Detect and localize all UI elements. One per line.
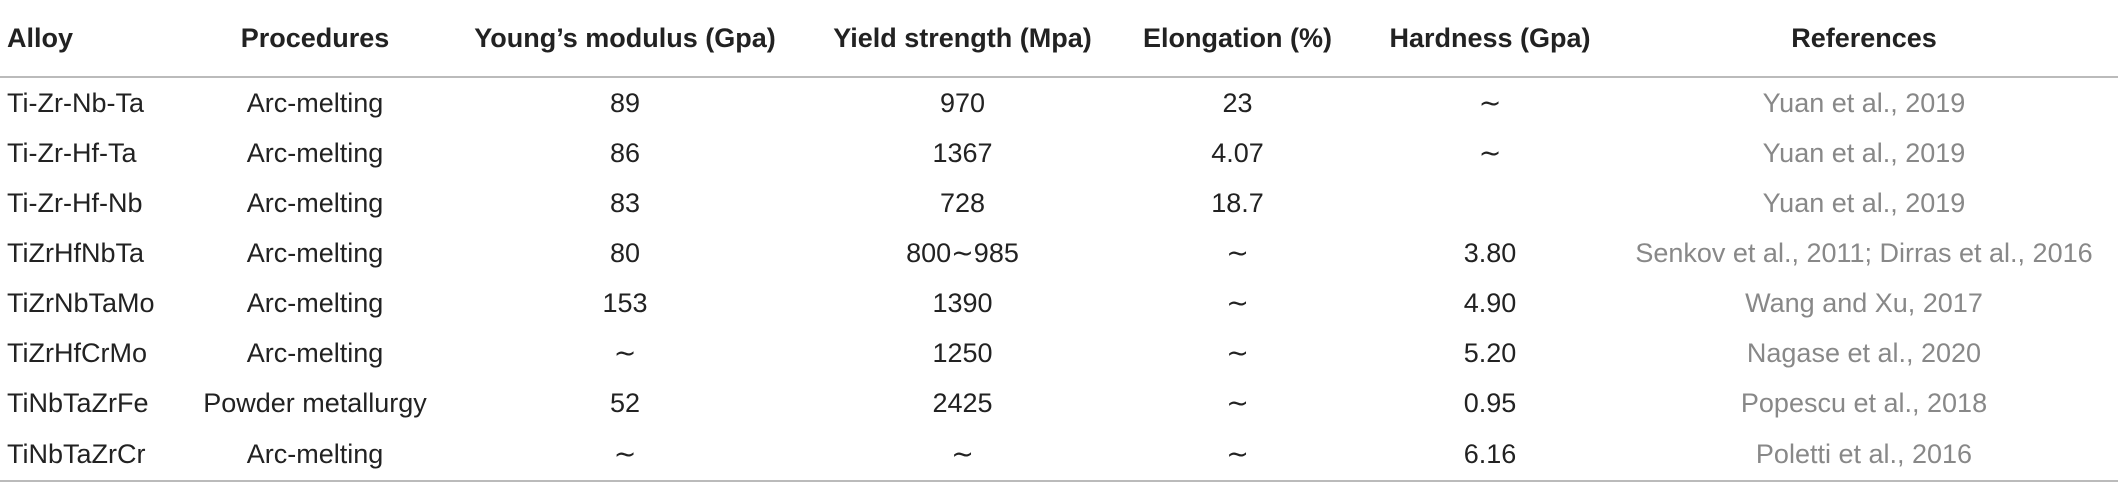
table-cell: TiZrHfNbTa [7,237,145,268]
table-cell: ∼ [1478,137,1502,168]
table-cell: ∼ [613,337,637,368]
table-cell: Ti-Zr-Hf-Nb [7,187,143,218]
table-cell [1370,178,1610,228]
table-row: TiZrNbTaMo Arc-melting 153 1390 ∼ 4.90 Wang an… [0,278,2118,328]
table-cell: 18.7 [1211,187,1264,218]
table-cell: 728 [939,187,986,218]
table-row: TiNbTaZrFe Powder metallurgy 52 2425 ∼ 0.95 Po… [0,378,2118,428]
reference-cell[interactable]: Yuan et al., 2019 [1762,87,1966,118]
table-cell: 89 [609,87,641,118]
table-cell: 153 [602,287,648,318]
table-cell: 4.07 [1211,137,1264,168]
table-cell: ∼ [1478,87,1502,118]
reference-cell[interactable]: Senkov et al., 2011; Dirras et al., 2016 [1635,237,2093,268]
table-cell: Ti-Zr-Hf-Ta [7,137,137,168]
table-cell: TiNbTaZrFe [7,387,149,418]
table-cell: Arc-melting [200,428,430,482]
table-cell: Ti-Zr-Nb-Ta [7,87,144,118]
reference-cell[interactable]: Poletti et al., 2016 [1610,428,2118,482]
table-cell: Arc-melting [246,287,384,318]
table-cell: 2425 [932,387,993,418]
table-row: Ti-Zr-Hf-Ta Arc-melting 86 1367 4.07 ∼ Yuan et… [0,128,2118,178]
table-body: Ti-Zr-Nb-Ta Arc-melting 89 970 23 ∼ Yuan et al… [0,77,2118,482]
table-row: TiNbTaZrCr Arc-melting ∼ ∼ ∼ 6.16 Poletti et a… [0,428,2118,482]
table-cell: Arc-melting [246,137,384,168]
reference-cell[interactable]: Yuan et al., 2019 [1762,187,1966,218]
table-cell: Arc-melting [246,87,384,118]
table-row: TiZrHfNbTa Arc-melting 80 800∼985 ∼ 3.80 Senko… [0,228,2118,278]
table-cell: Arc-melting [246,337,384,368]
table-cell: 86 [609,137,641,168]
table-cell: 1390 [932,287,993,318]
header-cell: Procedures [200,0,430,78]
table-row: TiZrHfCrMo Arc-melting ∼ 1250 ∼ 5.20 Nagase et… [0,328,2118,378]
table-cell: 83 [609,187,641,218]
reference-cell[interactable]: Wang and Xu, 2017 [1745,287,1983,318]
table-cell: 970 [939,87,986,118]
table-cell: Powder metallurgy [203,387,427,418]
table-cell: 4.90 [1463,287,1517,318]
table-cell: TiZrHfCrMo [7,337,147,368]
table-cell: 23 [1222,87,1253,118]
table-cell: 0.95 [1463,387,1517,418]
header-cell: Hardness (Gpa) [1370,0,1610,78]
table-row: Ti-Zr-Nb-Ta Arc-melting 89 970 23 ∼ Yuan et al… [0,77,2118,128]
header-cell: Elongation (%) [1105,0,1370,78]
table-cell: 1250 [932,337,993,368]
table-header: Alloy Procedures Young’s modulus (Gpa) Yiel… [0,0,2118,78]
table-cell: 5.20 [1463,337,1517,368]
header-cell: Young’s modulus (Gpa) [430,0,820,78]
reference-cell[interactable]: Popescu et al., 2018 [1740,387,1988,418]
table-cell: ∼ [1226,237,1249,268]
table-cell: Arc-melting [246,187,384,218]
table-cell: ∼ [1226,337,1249,368]
header-cell: References [1610,0,2118,78]
table-cell: ∼ [430,428,820,482]
table-cell: Arc-melting [246,237,384,268]
table-cell: ∼ [1226,387,1249,418]
header-cell: Yield strength (Mpa) [820,0,1105,78]
reference-cell[interactable]: Nagase et al., 2020 [1746,337,1982,368]
table-row: Ti-Zr-Hf-Nb Arc-melting 83 728 18.7 Yuan et a… [0,178,2118,228]
table-cell: TiNbTaZrCr [0,428,200,482]
table-cell: 80 [609,237,641,268]
table-cell: 52 [609,387,641,418]
table-cell: 800∼985 [906,237,1019,268]
table-cell: TiZrNbTaMo [7,287,155,318]
table-cell: ∼ [1226,287,1249,318]
table-cell: ∼ [1105,428,1370,482]
header-cell: Alloy [0,0,200,78]
table-cell: 6.16 [1370,428,1610,482]
table-cell: ∼ [820,428,1105,482]
header-row: Alloy Procedures Young’s modulus (Gpa) Yiel… [0,0,2118,78]
table-cell: 1367 [932,137,993,168]
table-cell: 3.80 [1463,237,1517,268]
reference-cell[interactable]: Yuan et al., 2019 [1762,137,1966,168]
